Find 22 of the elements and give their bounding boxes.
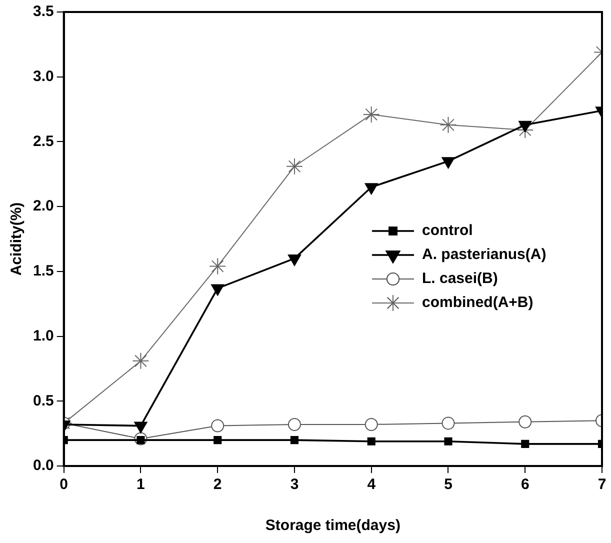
y-tick-label: 1.0 [32, 327, 54, 344]
x-tick-label: 3 [290, 476, 299, 494]
x-tick-label: 6 [520, 476, 530, 494]
legend-label: L. casei(B) [422, 270, 498, 288]
x-tick-label: 2 [213, 476, 222, 494]
y-tick-label: 3.5 [32, 3, 54, 20]
y-tick-label: 2.0 [32, 198, 54, 215]
y-tick-label: 0.5 [32, 392, 54, 410]
legend-label: control [422, 222, 473, 240]
legend-label: A. pasterianus(A) [422, 246, 546, 264]
y-tick-label: 1.5 [32, 262, 54, 280]
y-tick-label: 0.0 [32, 457, 54, 474]
x-tick-label: 1 [136, 476, 145, 494]
y-tick-label: 3.0 [32, 68, 54, 85]
y-tick-label: 2.5 [32, 132, 54, 150]
x-tick-label: 0 [60, 476, 68, 494]
y-axis-title: Acidity(%) [8, 202, 26, 276]
x-tick-label: 5 [444, 476, 452, 494]
x-axis-title: Storage time(days) [265, 517, 400, 534]
x-tick-label: 4 [367, 476, 376, 494]
legend-label: combined(A+B) [422, 294, 534, 312]
x-tick-label: 7 [598, 476, 606, 494]
